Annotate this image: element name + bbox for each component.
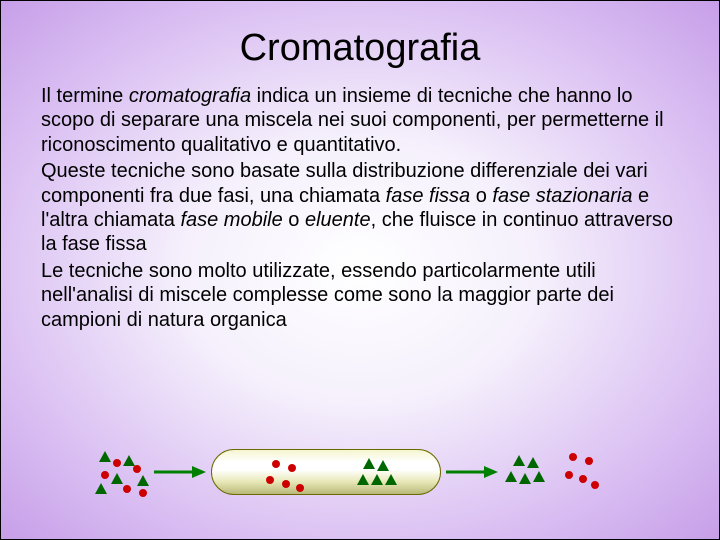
dot-icon [101,471,109,479]
dot-icon [123,485,131,493]
output-dots [563,449,603,491]
slide-body: Il termine cromatografia indica un insie… [41,84,679,332]
dot-icon [133,465,141,473]
dot-icon [569,453,577,461]
text: o [470,185,492,207]
paragraph-3: Le tecniche sono molto utilizzate, essen… [41,259,679,332]
paragraph-1: Il termine cromatografia indica un insie… [41,84,679,157]
italic-term: fase mobile [180,209,282,231]
triangle-icon [505,471,517,482]
triangle-icon [527,457,539,468]
dot-icon [282,480,290,488]
triangle-icon [533,471,545,482]
triangle-icon [357,474,369,485]
triangle-icon [363,458,375,469]
triangle-icon [123,455,135,466]
paragraph-2: Queste tecniche sono basate sulla distri… [41,159,679,257]
dot-icon [113,459,121,467]
dot-icon [272,460,280,468]
italic-term: fase stazionaria [492,185,632,207]
dot-icon [565,471,573,479]
triangle-icon [111,473,123,484]
output-triangles [505,453,549,487]
input-mixture [93,449,149,499]
slide-title: Cromatografia [41,27,679,70]
separation-column [211,449,441,495]
dot-icon [266,476,274,484]
column-triangles [357,456,399,490]
text: Il termine [41,85,129,107]
triangle-icon [513,455,525,466]
slide: Cromatografia Il termine cromatografia i… [0,0,720,540]
dot-icon [585,457,593,465]
dot-icon [139,489,147,497]
chromatography-diagram [1,431,720,511]
italic-term: fase fissa [386,185,470,207]
triangle-icon [99,451,111,462]
dot-icon [579,475,587,483]
triangle-icon [137,475,149,486]
triangle-icon [519,473,531,484]
arrow-icon [446,465,498,479]
arrow-icon [154,465,206,479]
triangle-icon [95,483,107,494]
dot-icon [296,484,304,492]
dot-icon [288,464,296,472]
italic-term: eluente [305,209,371,231]
italic-term: cromatografia [129,85,251,107]
dot-icon [591,481,599,489]
triangle-icon [385,474,397,485]
text: o [283,209,305,231]
triangle-icon [371,474,383,485]
triangle-icon [377,460,389,471]
column-dots [262,454,306,494]
